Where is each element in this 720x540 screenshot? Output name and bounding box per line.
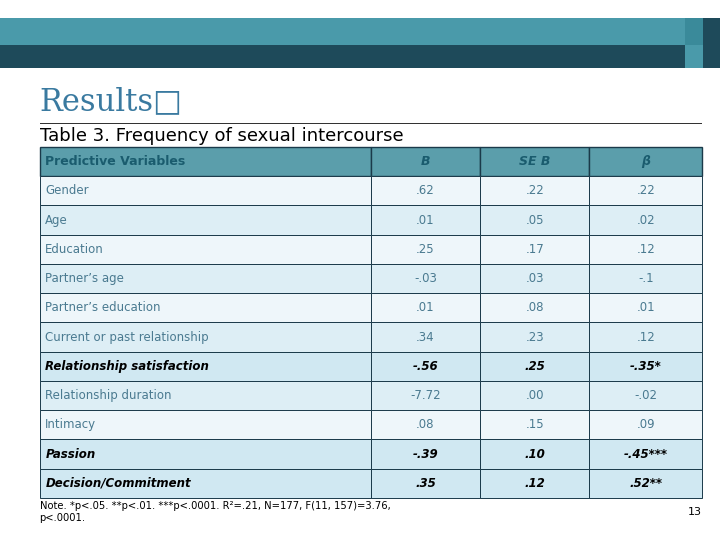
Text: .01: .01 bbox=[416, 213, 435, 226]
Text: -.45***: -.45*** bbox=[624, 448, 667, 461]
Text: Relationship satisfaction: Relationship satisfaction bbox=[45, 360, 210, 373]
Text: .12: .12 bbox=[636, 243, 655, 256]
Text: .12: .12 bbox=[636, 330, 655, 343]
Text: Decision/Commitment: Decision/Commitment bbox=[45, 477, 191, 490]
Text: Note. *p<.05. **p<.01. ***p<.0001. R²=.21, N=177, F(11, 157)=3.76,
p<.0001.: Note. *p<.05. **p<.01. ***p<.0001. R²=.2… bbox=[40, 501, 390, 523]
Text: SE B: SE B bbox=[519, 155, 550, 168]
Text: .12: .12 bbox=[524, 477, 545, 490]
Text: Table 3. Frequency of sexual intercourse: Table 3. Frequency of sexual intercourse bbox=[40, 127, 403, 145]
Text: β: β bbox=[642, 155, 650, 168]
Text: -.1: -.1 bbox=[638, 272, 654, 285]
Text: -.56: -.56 bbox=[413, 360, 438, 373]
Text: .34: .34 bbox=[416, 330, 435, 343]
Text: .08: .08 bbox=[416, 418, 435, 431]
Text: Age: Age bbox=[45, 213, 68, 226]
Text: Relationship duration: Relationship duration bbox=[45, 389, 172, 402]
Text: .22: .22 bbox=[526, 184, 544, 197]
Text: .10: .10 bbox=[524, 448, 545, 461]
Text: Partner’s age: Partner’s age bbox=[45, 272, 125, 285]
Text: Results□: Results□ bbox=[40, 86, 183, 117]
Text: .22: .22 bbox=[636, 184, 655, 197]
Text: .02: .02 bbox=[636, 213, 655, 226]
Text: Partner’s education: Partner’s education bbox=[45, 301, 161, 314]
Text: .25: .25 bbox=[524, 360, 545, 373]
Text: B: B bbox=[420, 155, 430, 168]
Text: .25: .25 bbox=[416, 243, 435, 256]
Text: .17: .17 bbox=[526, 243, 544, 256]
Text: -.39: -.39 bbox=[413, 448, 438, 461]
Text: .52**: .52** bbox=[629, 477, 662, 490]
Text: .08: .08 bbox=[526, 301, 544, 314]
Text: Passion: Passion bbox=[45, 448, 96, 461]
Text: -7.72: -7.72 bbox=[410, 389, 441, 402]
Text: .01: .01 bbox=[416, 301, 435, 314]
Text: .01: .01 bbox=[636, 301, 655, 314]
Text: .35: .35 bbox=[415, 477, 436, 490]
Text: .62: .62 bbox=[416, 184, 435, 197]
Text: .05: .05 bbox=[526, 213, 544, 226]
Text: -.03: -.03 bbox=[414, 272, 437, 285]
Text: .03: .03 bbox=[526, 272, 544, 285]
Text: .15: .15 bbox=[526, 418, 544, 431]
Text: -.02: -.02 bbox=[634, 389, 657, 402]
Text: .09: .09 bbox=[636, 418, 655, 431]
Text: -.35*: -.35* bbox=[630, 360, 662, 373]
Text: .00: .00 bbox=[526, 389, 544, 402]
Text: Intimacy: Intimacy bbox=[45, 418, 96, 431]
Text: Gender: Gender bbox=[45, 184, 89, 197]
Text: 13: 13 bbox=[688, 507, 702, 517]
Text: Current or past relationship: Current or past relationship bbox=[45, 330, 209, 343]
Text: Predictive Variables: Predictive Variables bbox=[45, 155, 186, 168]
Text: .23: .23 bbox=[526, 330, 544, 343]
Text: Education: Education bbox=[45, 243, 104, 256]
